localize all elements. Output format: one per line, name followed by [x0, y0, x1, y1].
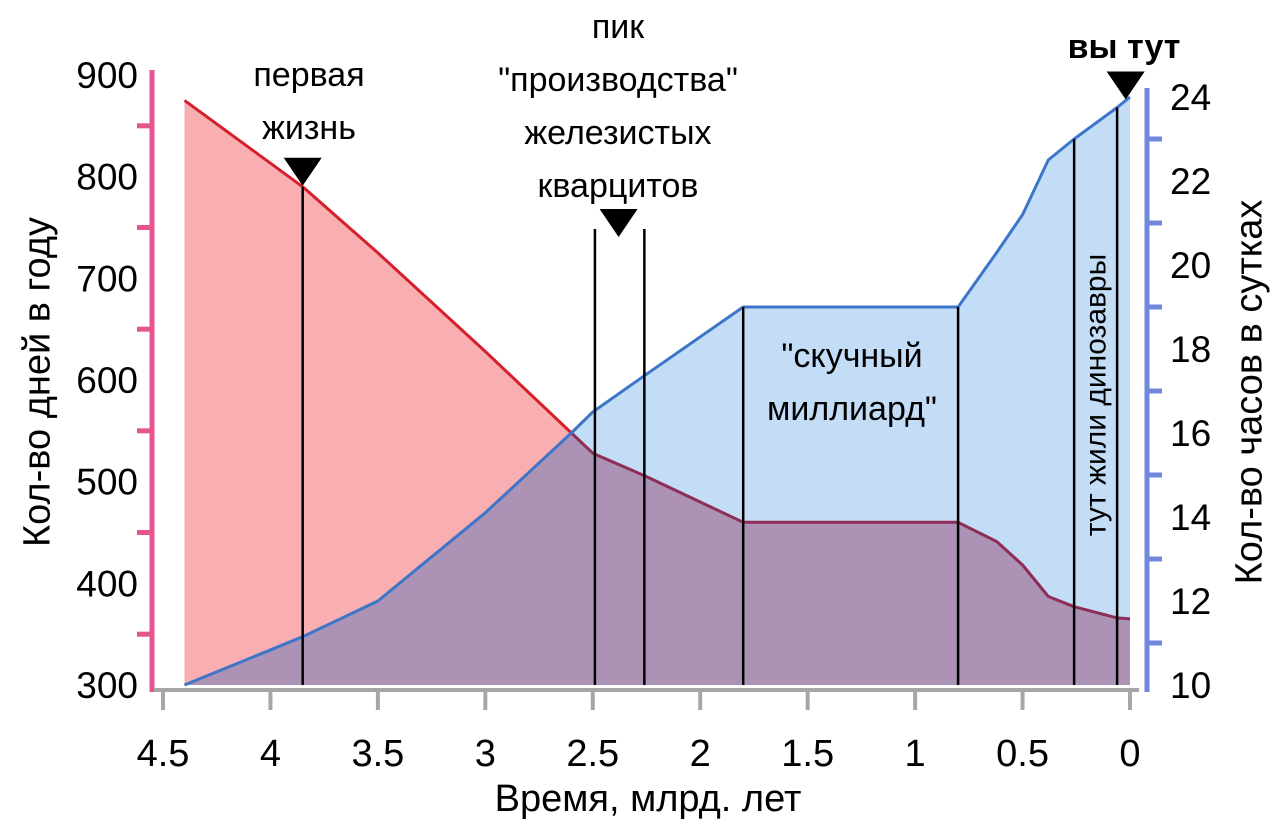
- bif-peak-marker-triangle: [599, 209, 638, 237]
- y-axis-right-tick-label: 14: [1170, 497, 1211, 538]
- y-axis-right-tick-label: 22: [1170, 161, 1211, 202]
- y-axis-left-tick-label: 400: [76, 563, 138, 604]
- annotation-boring-billion: "скучный миллиард": [767, 330, 937, 436]
- annotation-boring-billion-line1: "скучный: [781, 337, 923, 375]
- overlap-area: [184, 433, 1130, 685]
- x-axis-tick-label: 2: [690, 733, 711, 775]
- x-axis-tick-label: 1.5: [781, 733, 834, 775]
- annotation-dinosaurs: тут жили динозавры: [1079, 253, 1113, 537]
- y-axis-left-tick-label: 500: [76, 462, 138, 503]
- annotation-you-are-here: вы тут: [1067, 28, 1181, 66]
- annotation-bif-peak-line1: пик: [591, 8, 645, 46]
- x-axis-tick-label: 4: [260, 733, 281, 775]
- x-axis-tick-label: 0.5: [996, 733, 1049, 775]
- y-axis-left-tick-label: 900: [76, 55, 138, 96]
- x-axis-tick-label: 3.5: [351, 733, 404, 775]
- x-axis-tick-label: 3: [475, 733, 496, 775]
- y-axis-left-title: Кол-во дней в году: [16, 216, 59, 548]
- you-are-here-marker-triangle: [1106, 71, 1145, 100]
- x-axis-tick-label: 4.5: [137, 733, 190, 775]
- days-line-under-overlap: [570, 431, 1131, 621]
- y-axis-left-tick-label: 300: [76, 665, 138, 706]
- y-axis-right-title: Кол-во часов в сутках: [1228, 199, 1271, 585]
- annotation-first-life-line2: жизнь: [262, 109, 356, 147]
- days-line: [183, 99, 573, 434]
- x-axis-tick-label: 2.5: [566, 733, 619, 775]
- annotation-bif-peak: пик "производства" железистых кварцитов: [498, 1, 738, 213]
- y-axis-right-tick-label: 16: [1170, 413, 1211, 454]
- y-axis-right-tick-label: 18: [1170, 329, 1211, 370]
- annotation-first-life: первая жизнь: [253, 49, 364, 155]
- y-axis-right-tick-label: 20: [1170, 245, 1211, 286]
- annotation-boring-billion-line2: миллиард": [767, 390, 937, 428]
- x-axis-tick-label: 0: [1119, 733, 1140, 775]
- y-axis-right-tick-label: 12: [1170, 581, 1211, 622]
- annotation-bif-peak-line2: "производства": [498, 61, 738, 99]
- x-axis-title: Время, млрд. лет: [494, 778, 802, 820]
- y-axis-right-tick-label: 24: [1170, 77, 1211, 118]
- annotation-bif-peak-line3: железистых: [524, 114, 712, 152]
- first-life-marker-triangle: [283, 157, 322, 186]
- y-axis-left-tick-label: 600: [76, 360, 138, 401]
- y-axis-right-tick-label: 10: [1170, 665, 1211, 706]
- y-axis-left-tick-label: 800: [76, 157, 138, 198]
- x-axis-tick-label: 1: [905, 733, 926, 775]
- annotation-bif-peak-line4: кварцитов: [537, 167, 699, 205]
- y-axis-left-tick-label: 700: [76, 258, 138, 299]
- annotation-first-life-line1: первая: [253, 56, 365, 94]
